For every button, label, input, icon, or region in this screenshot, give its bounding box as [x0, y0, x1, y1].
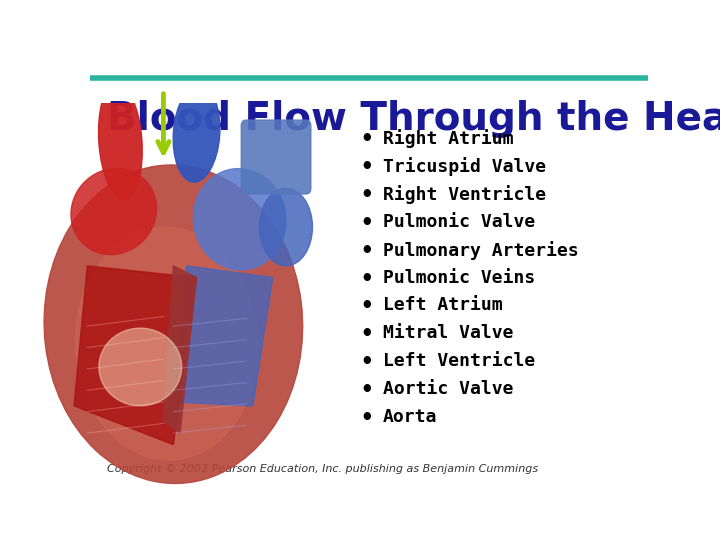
- Ellipse shape: [99, 83, 143, 200]
- Text: •: •: [360, 157, 372, 177]
- Ellipse shape: [259, 188, 312, 266]
- Text: Pulmonic Valve: Pulmonic Valve: [383, 213, 535, 231]
- Text: Left Atrium: Left Atrium: [383, 296, 503, 314]
- Text: Pulmonary Arteries: Pulmonary Arteries: [383, 241, 579, 260]
- Ellipse shape: [194, 168, 286, 270]
- Text: •: •: [360, 268, 372, 288]
- Text: Aortic Valve: Aortic Valve: [383, 380, 513, 398]
- Text: Mitral Valve: Mitral Valve: [383, 324, 513, 342]
- Text: Right Ventricle: Right Ventricle: [383, 185, 546, 204]
- Text: •: •: [360, 185, 372, 205]
- Text: •: •: [360, 129, 372, 149]
- Text: •: •: [360, 296, 372, 316]
- FancyBboxPatch shape: [241, 120, 311, 194]
- Ellipse shape: [71, 168, 156, 254]
- Text: •: •: [360, 380, 372, 400]
- Text: Right Atrium: Right Atrium: [383, 129, 513, 149]
- Polygon shape: [163, 266, 197, 433]
- Ellipse shape: [44, 165, 302, 483]
- Polygon shape: [174, 266, 273, 406]
- Ellipse shape: [99, 328, 181, 406]
- Text: Blood Flow Through the Heart: Blood Flow Through the Heart: [107, 100, 720, 138]
- Text: Pulmonic Veins: Pulmonic Veins: [383, 268, 535, 287]
- Text: •: •: [360, 241, 372, 261]
- Ellipse shape: [76, 227, 258, 460]
- Text: Left Ventricle: Left Ventricle: [383, 352, 535, 370]
- Text: Copyright © 2003 Pearson Education, Inc. publishing as Benjamin Cummings: Copyright © 2003 Pearson Education, Inc.…: [107, 464, 538, 474]
- Text: •: •: [360, 408, 372, 428]
- Ellipse shape: [174, 85, 220, 182]
- Text: Tricuspid Valve: Tricuspid Valve: [383, 157, 546, 176]
- Text: •: •: [360, 213, 372, 233]
- Text: Aorta: Aorta: [383, 408, 437, 426]
- Polygon shape: [74, 266, 197, 445]
- Text: •: •: [360, 324, 372, 345]
- Text: •: •: [360, 352, 372, 372]
